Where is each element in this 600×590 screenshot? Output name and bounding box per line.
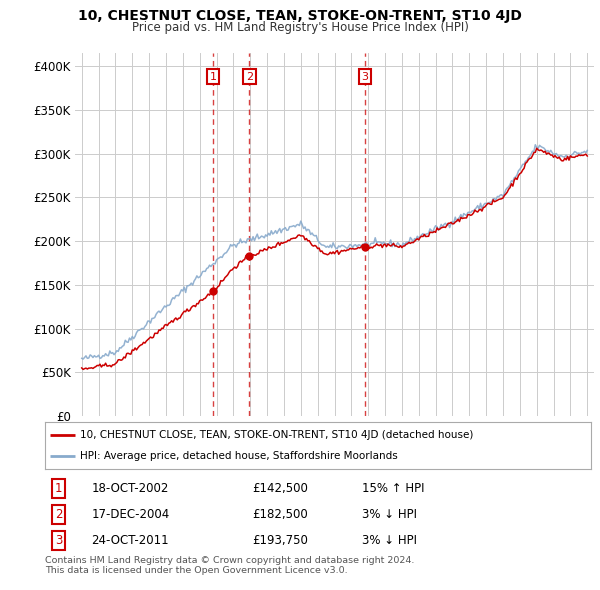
Text: HPI: Average price, detached house, Staffordshire Moorlands: HPI: Average price, detached house, Staf… — [80, 451, 398, 461]
Text: £182,500: £182,500 — [253, 508, 308, 521]
Text: 3: 3 — [55, 534, 62, 547]
Text: 3% ↓ HPI: 3% ↓ HPI — [362, 534, 416, 547]
Text: Price paid vs. HM Land Registry's House Price Index (HPI): Price paid vs. HM Land Registry's House … — [131, 21, 469, 34]
Text: This data is licensed under the Open Government Licence v3.0.: This data is licensed under the Open Gov… — [45, 566, 347, 575]
Text: 3% ↓ HPI: 3% ↓ HPI — [362, 508, 416, 521]
Text: 2: 2 — [246, 72, 253, 81]
Text: 24-OCT-2011: 24-OCT-2011 — [91, 534, 169, 547]
Text: 1: 1 — [209, 72, 217, 81]
Text: 15% ↑ HPI: 15% ↑ HPI — [362, 481, 424, 494]
Text: 1: 1 — [55, 481, 62, 494]
Text: £193,750: £193,750 — [253, 534, 308, 547]
Text: Contains HM Land Registry data © Crown copyright and database right 2024.: Contains HM Land Registry data © Crown c… — [45, 556, 415, 565]
Text: 10, CHESTNUT CLOSE, TEAN, STOKE-ON-TRENT, ST10 4JD (detached house): 10, CHESTNUT CLOSE, TEAN, STOKE-ON-TRENT… — [80, 430, 474, 440]
Text: 17-DEC-2004: 17-DEC-2004 — [91, 508, 170, 521]
Text: 10, CHESTNUT CLOSE, TEAN, STOKE-ON-TRENT, ST10 4JD: 10, CHESTNUT CLOSE, TEAN, STOKE-ON-TRENT… — [78, 9, 522, 23]
Text: 2: 2 — [55, 508, 62, 521]
Text: 18-OCT-2002: 18-OCT-2002 — [91, 481, 169, 494]
Text: £142,500: £142,500 — [253, 481, 308, 494]
Text: 3: 3 — [361, 72, 368, 81]
